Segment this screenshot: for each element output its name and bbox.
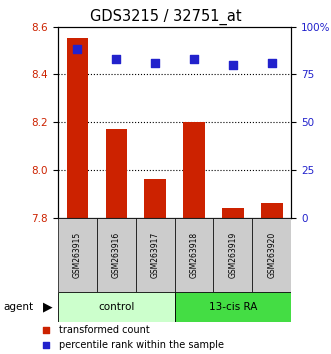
Text: GSM263918: GSM263918	[190, 232, 199, 278]
Text: 13-cis RA: 13-cis RA	[209, 302, 257, 312]
Text: GSM263916: GSM263916	[112, 232, 121, 278]
Text: transformed count: transformed count	[59, 325, 150, 335]
Bar	[144, 179, 166, 218]
Point	[209, 266, 214, 272]
Bar	[183, 122, 205, 218]
Point	[269, 60, 274, 66]
Text: agent: agent	[3, 302, 33, 312]
Text: percentile rank within the sample: percentile rank within the sample	[59, 340, 224, 350]
Bar	[67, 39, 88, 218]
Bar	[175, 218, 213, 292]
Point	[230, 62, 236, 68]
Text: control: control	[98, 302, 134, 312]
Bar	[106, 129, 127, 218]
Point	[114, 56, 119, 62]
Text: GSM263917: GSM263917	[151, 232, 160, 278]
Text: GSM263919: GSM263919	[228, 232, 237, 278]
Bar	[222, 208, 244, 218]
Point	[153, 60, 158, 66]
Bar	[97, 218, 136, 292]
Bar	[136, 218, 175, 292]
Point	[209, 129, 214, 135]
Bar	[58, 292, 175, 322]
Text: GSM263915: GSM263915	[73, 232, 82, 278]
Bar	[175, 292, 291, 322]
Bar	[261, 203, 283, 218]
Point	[75, 47, 80, 52]
Text: ▶: ▶	[43, 301, 53, 314]
Point	[191, 56, 197, 62]
Bar	[58, 218, 97, 292]
Bar	[213, 218, 252, 292]
Text: GSM263920: GSM263920	[267, 232, 276, 278]
Bar	[252, 218, 291, 292]
Text: GDS3215 / 32751_at: GDS3215 / 32751_at	[90, 9, 241, 25]
